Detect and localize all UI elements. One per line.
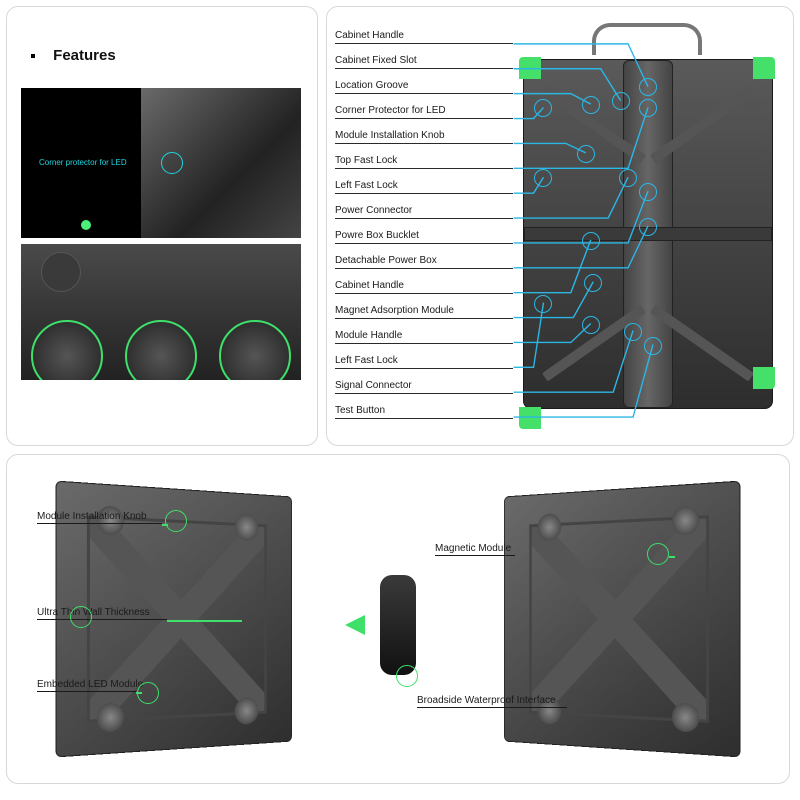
callout-ring-icon bbox=[70, 606, 92, 628]
corner-protector-icon bbox=[753, 367, 775, 389]
callout-ring-icon bbox=[582, 316, 600, 334]
center-connector bbox=[380, 575, 416, 675]
callout-ring-icon bbox=[582, 232, 600, 250]
corner-protector-icon bbox=[753, 57, 775, 79]
module-panel-right bbox=[504, 481, 741, 758]
thumb1-label: Corner protector for LED bbox=[39, 158, 127, 167]
callout-ring-icon bbox=[639, 78, 657, 96]
cabinet-callout-label: Module Installation Knob bbox=[335, 119, 513, 144]
callout-connector bbox=[669, 556, 675, 558]
module-callout-label: Module Installation Knob bbox=[37, 511, 162, 524]
cabinet-callout-label: Corner Protector for LED bbox=[335, 94, 513, 119]
cabinet-callout-label: Power Connector bbox=[335, 194, 513, 219]
cabinet-callout-label: Signal Connector bbox=[335, 369, 513, 394]
module-callout-label: Ultra Thin Wall Thickness bbox=[37, 607, 167, 620]
callout-ring-icon bbox=[624, 323, 642, 341]
module-callout-label: Magnetic Module bbox=[435, 543, 515, 556]
module-diagram-card: Module Installation Knob Ultra Thin Wall … bbox=[6, 454, 790, 784]
thumb-corner-protector: Corner protector for LED bbox=[21, 88, 301, 238]
cabinet-callout-label: Magnet Adsorption Module bbox=[335, 294, 513, 319]
module-callout-label: Broadside Waterproof Interface bbox=[417, 695, 567, 708]
corner-protector-icon bbox=[519, 407, 541, 429]
cabinet-illustration bbox=[513, 17, 781, 435]
cabinet-callout-label: Top Fast Lock bbox=[335, 144, 513, 169]
callout-ring-icon bbox=[534, 99, 552, 117]
cabinet-callout-label: Powre Box Bucklet bbox=[335, 219, 513, 244]
cabinet-callout-label: Location Groove bbox=[335, 69, 513, 94]
callout-ring-icon bbox=[644, 337, 662, 355]
thumb-mechanism bbox=[21, 244, 301, 380]
cabinet-callout-label: Module Handle bbox=[335, 319, 513, 344]
callout-connector bbox=[167, 620, 242, 622]
callout-ring-icon bbox=[612, 92, 630, 110]
callout-ring-icon bbox=[619, 169, 637, 187]
cabinet-callout-label: Test Button bbox=[335, 394, 513, 419]
module-panel-xrib bbox=[529, 515, 709, 723]
callout-ring-icon bbox=[639, 99, 657, 117]
callout-ring-icon bbox=[165, 510, 187, 532]
cabinet-callout-label: Left Fast Lock bbox=[335, 344, 513, 369]
cabinet-diagram-card: Cabinet HandleCabinet Fixed SlotLocation… bbox=[326, 6, 794, 446]
module-knob-icon bbox=[97, 702, 124, 732]
callout-ring-icon bbox=[584, 274, 602, 292]
cabinet-callout-label: Detachable Power Box bbox=[335, 244, 513, 269]
bullet-icon bbox=[31, 54, 35, 58]
callout-ring-icon bbox=[582, 96, 600, 114]
cabinet-handle-icon bbox=[592, 23, 702, 55]
callout-ring-icon bbox=[639, 183, 657, 201]
module-knob-icon bbox=[235, 697, 259, 725]
callout-connector bbox=[136, 692, 142, 694]
features-card: Features Corner protector for LED bbox=[6, 6, 318, 446]
callout-ring-icon bbox=[534, 295, 552, 313]
callout-ring-icon bbox=[639, 218, 657, 236]
cabinet-callout-label: Cabinet Fixed Slot bbox=[335, 44, 513, 69]
callout-ring-icon bbox=[396, 665, 418, 687]
cabinet-callout-label: Cabinet Handle bbox=[335, 269, 513, 294]
arrow-left-icon bbox=[345, 615, 365, 635]
callout-connector bbox=[162, 524, 168, 526]
green-dot-icon bbox=[81, 220, 91, 230]
cabinet-callout-label: Cabinet Handle bbox=[335, 19, 513, 44]
callout-ring-icon bbox=[534, 169, 552, 187]
corner-protector-icon bbox=[519, 57, 541, 79]
features-title-text: Features bbox=[53, 47, 116, 64]
cabinet-label-column: Cabinet HandleCabinet Fixed SlotLocation… bbox=[335, 17, 513, 435]
callout-ring-icon bbox=[577, 145, 595, 163]
thumb2-detail bbox=[41, 252, 81, 292]
callout-ring-icon bbox=[647, 543, 669, 565]
cabinet-callout-label: Left Fast Lock bbox=[335, 169, 513, 194]
features-title: Features bbox=[25, 47, 303, 64]
thumb1-callout-ring bbox=[161, 152, 183, 174]
module-knob-icon bbox=[235, 513, 259, 541]
module-callout-label: Embedded LED Module bbox=[37, 679, 143, 692]
module-knob-icon bbox=[672, 702, 699, 732]
